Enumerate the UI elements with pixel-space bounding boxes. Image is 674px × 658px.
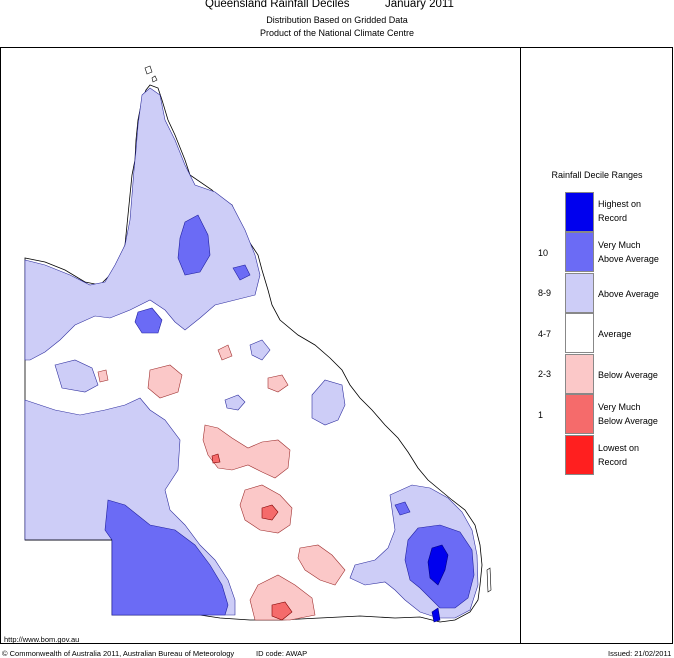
- region-below-average-1: [147, 364, 183, 399]
- legend-label-very-much-above: Very Much Above Average: [598, 240, 659, 264]
- map-title: Queensland Rainfall Deciles: [205, 0, 350, 10]
- legend-label-below: Below Average: [598, 370, 658, 380]
- region-very-much-below-2: [271, 601, 293, 621]
- legend-label-above: Above Average: [598, 289, 659, 299]
- subtitle-distribution: Distribution Based on Gridded Data: [266, 15, 408, 25]
- region-below-average-4: [297, 544, 346, 586]
- region-above-average-central-east: [311, 379, 346, 426]
- region-very-much-below-3: [211, 453, 221, 464]
- legend-label-average: Average: [598, 329, 632, 339]
- region-very-much-above-cape: [177, 214, 211, 276]
- title-row: Queensland Rainfall Deciles January 2011: [0, 0, 674, 14]
- legend-range-average: 4-7: [538, 329, 552, 339]
- region-very-much-below-1: [261, 504, 279, 521]
- region-below-average-5: [249, 574, 316, 621]
- region-very-much-above-gulf: [134, 307, 163, 334]
- region-below-average-6: [267, 374, 289, 393]
- legend-range-above: 8-9: [538, 288, 552, 298]
- legend-range-below: 2-3: [538, 369, 552, 379]
- region-highest-record-2: [431, 607, 441, 623]
- region-above-average-west: [54, 359, 99, 393]
- legend-divider: [520, 47, 521, 644]
- issued-date: Issued: 21/02/2011: [608, 649, 672, 658]
- legend-label-highest: Highest on Record: [598, 199, 642, 223]
- region-very-much-above-small1: [232, 264, 251, 281]
- legend-swatch-very-much-below: [565, 394, 594, 434]
- legend-swatch-below: [565, 354, 594, 394]
- legend-range-very-much-above: 10: [538, 248, 549, 258]
- legend-label-very-much-below: Very Much Below Average: [598, 402, 658, 426]
- copyright-text: © Commonwealth of Australia 2011, Austra…: [2, 649, 235, 658]
- bom-url-link[interactable]: http://www.bom.gov.au: [4, 635, 80, 644]
- subtitle-product: Product of the National Climate Centre: [259, 28, 415, 38]
- legend-swatch-average: [565, 313, 594, 353]
- legend-title: Rainfall Decile Ranges: [551, 170, 643, 180]
- legend-range-very-much-below: 1: [538, 410, 544, 420]
- id-code: ID code: AWAP: [256, 649, 308, 658]
- region-above-average-north: [24, 87, 261, 361]
- moreton-island: [486, 567, 492, 593]
- legend-label-lowest: Lowest on Record: [598, 443, 640, 467]
- cape-island-1: [144, 65, 153, 75]
- legend-swatch-lowest: [565, 435, 594, 475]
- region-below-average-7: [217, 344, 233, 361]
- legend-swatch-above: [565, 273, 594, 313]
- region-highest-record-1: [427, 544, 449, 586]
- region-above-average-small1: [224, 394, 246, 411]
- region-very-much-above-small2: [394, 501, 411, 516]
- map-date: January 2011: [385, 0, 454, 10]
- map-frame: [0, 47, 673, 644]
- cape-island-2: [151, 75, 158, 83]
- queensland-map: [24, 65, 492, 623]
- legend-swatch-very-much-above: [565, 232, 594, 272]
- legend-swatch-highest: [565, 192, 594, 232]
- region-above-average-small2: [249, 339, 271, 361]
- region-below-average-8: [97, 369, 109, 383]
